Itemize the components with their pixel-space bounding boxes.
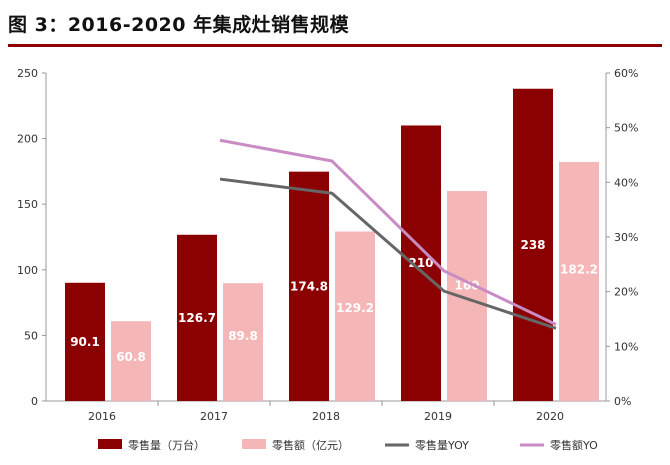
- bar: [513, 88, 553, 401]
- bar: [335, 231, 375, 401]
- bar-data-label: 182.2: [560, 263, 598, 277]
- y-tick-label: 250: [17, 67, 38, 80]
- title-divider: [8, 44, 662, 47]
- x-tick-label: 2017: [200, 410, 228, 423]
- bar-data-label: 60.8: [116, 350, 146, 364]
- y2-tick-label: 30%: [614, 231, 638, 244]
- title-bar: 图 3：2016-2020 年集成灶销售规模: [0, 0, 670, 50]
- x-tick-label: 2016: [88, 410, 116, 423]
- x-tick-label: 2020: [536, 410, 564, 423]
- y2-tick-label: 40%: [614, 176, 638, 189]
- yoy-line: [219, 177, 557, 330]
- bar-data-label: 160: [454, 279, 479, 293]
- y2-tick-label: 20%: [614, 286, 638, 299]
- y-tick-label: 50: [24, 329, 38, 342]
- x-tick-label: 2018: [312, 410, 340, 423]
- bar-data-label: 174.8: [290, 279, 328, 293]
- chart-title: 图 3：2016-2020 年集成灶销售规模: [8, 14, 350, 36]
- x-tick-label: 2019: [424, 410, 452, 423]
- legend-label: 零售额YO: [550, 438, 598, 452]
- y-tick-label: 150: [17, 198, 38, 211]
- bar: [447, 191, 487, 401]
- legend-label: 零售额（亿元）: [272, 438, 349, 452]
- y2-tick-label: 0%: [614, 395, 631, 408]
- y-tick-label: 100: [17, 264, 38, 277]
- y2-tick-label: 10%: [614, 340, 638, 353]
- legend-label: 零售量YOY: [415, 438, 469, 452]
- bar-data-label: 238: [520, 238, 545, 252]
- legend-label: 零售量（万台）: [128, 438, 205, 452]
- y-tick-label: 200: [17, 133, 38, 146]
- chart-area: 0 50 100 150 200 250 0% 10% 20% 30% 40% 50% 60% 2016 2…: [17, 67, 638, 452]
- bar: [223, 283, 263, 401]
- bar-data-label: 126.7: [178, 311, 216, 325]
- bar: [65, 282, 105, 401]
- yoy-line: [219, 138, 557, 326]
- bar: [559, 161, 599, 401]
- bar-data-label: 89.8: [228, 329, 258, 343]
- bar: [111, 321, 151, 401]
- y2-tick-label: 60%: [614, 67, 638, 80]
- y-tick-label: 0: [31, 395, 38, 408]
- bar-data-label: 90.1: [70, 335, 100, 349]
- bar: [177, 234, 217, 401]
- y2-tick-label: 50%: [614, 122, 638, 135]
- legend-swatch: [242, 439, 266, 449]
- bar: [289, 171, 329, 401]
- bar-data-label: 129.2: [336, 301, 374, 315]
- legend-swatch: [98, 439, 122, 449]
